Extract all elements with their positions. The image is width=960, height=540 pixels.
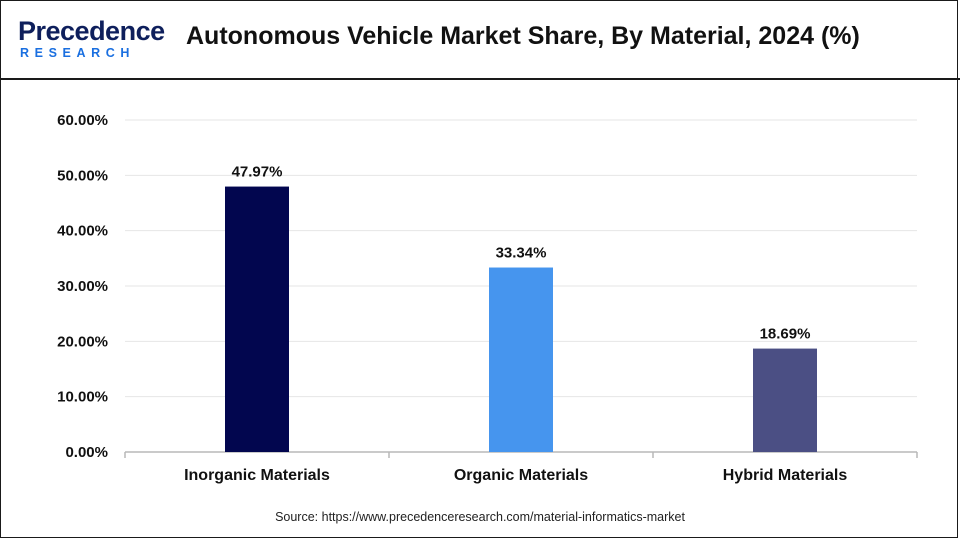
precedence-research-logo: Precedence RESEARCH [18,16,165,64]
y-tick-label: 50.00% [57,167,108,184]
header: Precedence RESEARCH Autonomous Vehicle M… [0,0,960,80]
y-tick-label: 0.00% [65,444,108,461]
data-label: 18.69% [760,326,811,343]
bar-organic-materials [489,267,553,452]
logo-wordmark: Precedence [18,16,165,46]
x-tick-label: Hybrid Materials [723,467,848,484]
y-tick-label: 60.00% [57,112,108,129]
bar-chart: 0.00% 10.00% 20.00% 30.00% 40.00% 50.00% 60.00… [57,112,918,484]
data-label: 33.34% [496,245,547,262]
x-tick-label: Organic Materials [454,467,588,484]
y-tick-label: 30.00% [57,278,108,295]
data-label: 47.97% [232,164,283,181]
y-tick-label: 10.00% [57,389,108,406]
x-tick-label: Inorganic Materials [184,467,330,484]
chart-title: Autonomous Vehicle Market Share, By Mate… [186,22,860,50]
y-tick-label: 20.00% [57,333,108,350]
source-note: Source: https://www.precedenceresearch.c… [275,510,685,524]
logo-subtitle: RESEARCH [20,46,135,60]
bar-inorganic-materials [225,186,289,452]
bar-hybrid-materials [753,348,817,452]
y-tick-label: 40.00% [57,223,108,240]
